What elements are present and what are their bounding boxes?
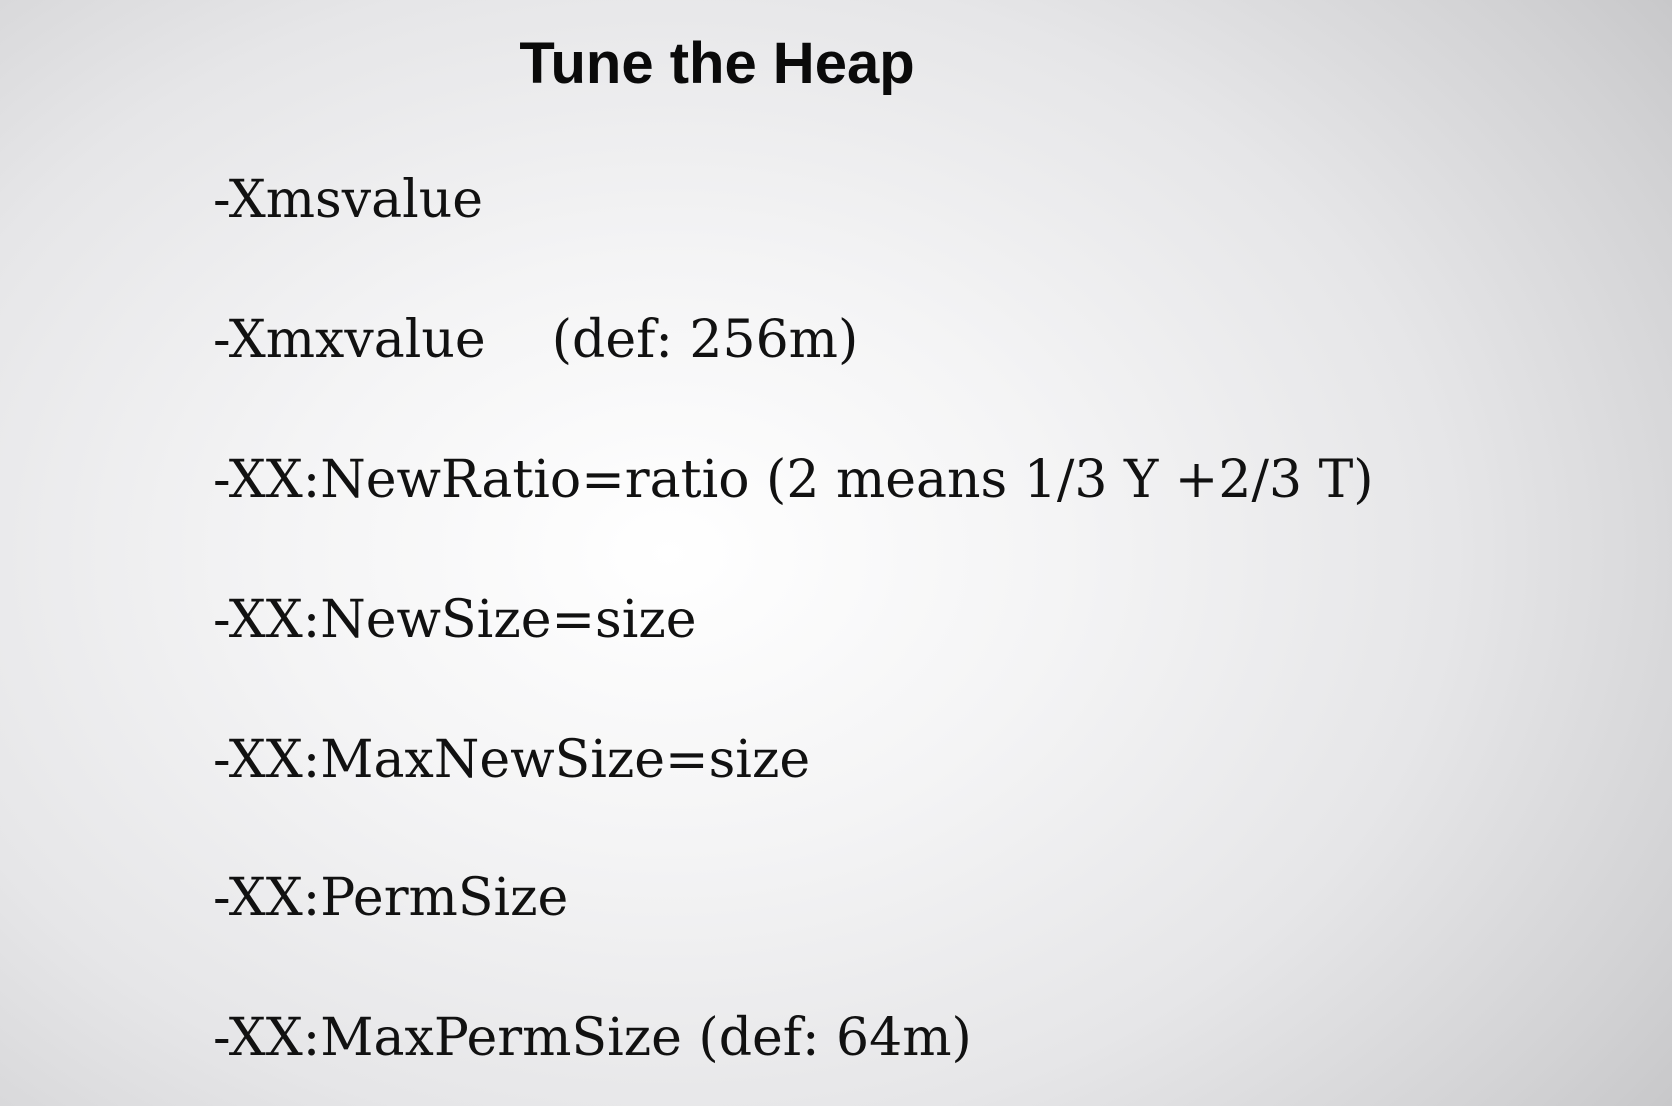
option-note: (2 means 1/3 Y +2/3 T) xyxy=(749,450,1374,510)
slide-title: Tune the Heap xyxy=(519,31,915,96)
option-xms: -Xmsvalue xyxy=(213,168,483,232)
option-xmx: -Xmxvalue (def: 256m) xyxy=(213,308,858,372)
option-new-size: -XX:NewSize=size xyxy=(213,588,697,652)
option-flag: -Xmsvalue xyxy=(213,170,484,230)
option-flag: -XX:NewSize=size xyxy=(213,590,697,650)
option-flag: -Xmxvalue xyxy=(213,310,486,370)
option-new-ratio: -XX:NewRatio=ratio (2 means 1/3 Y +2/3 T… xyxy=(213,448,1374,512)
option-perm-size: -XX:PermSize xyxy=(213,866,568,930)
option-flag: -XX:MaxPermSize xyxy=(213,1008,682,1068)
option-flag: -XX:PermSize xyxy=(213,868,569,928)
option-max-new-size: -XX:MaxNewSize=size xyxy=(213,728,810,792)
option-note: (def: 64m) xyxy=(681,1008,972,1068)
option-flag: -XX:NewRatio=ratio xyxy=(213,450,750,510)
option-max-perm-size: -XX:MaxPermSize (def: 64m) xyxy=(213,1006,972,1070)
option-note: (def: 256m) xyxy=(485,310,859,370)
option-flag: -XX:MaxNewSize=size xyxy=(213,730,811,790)
